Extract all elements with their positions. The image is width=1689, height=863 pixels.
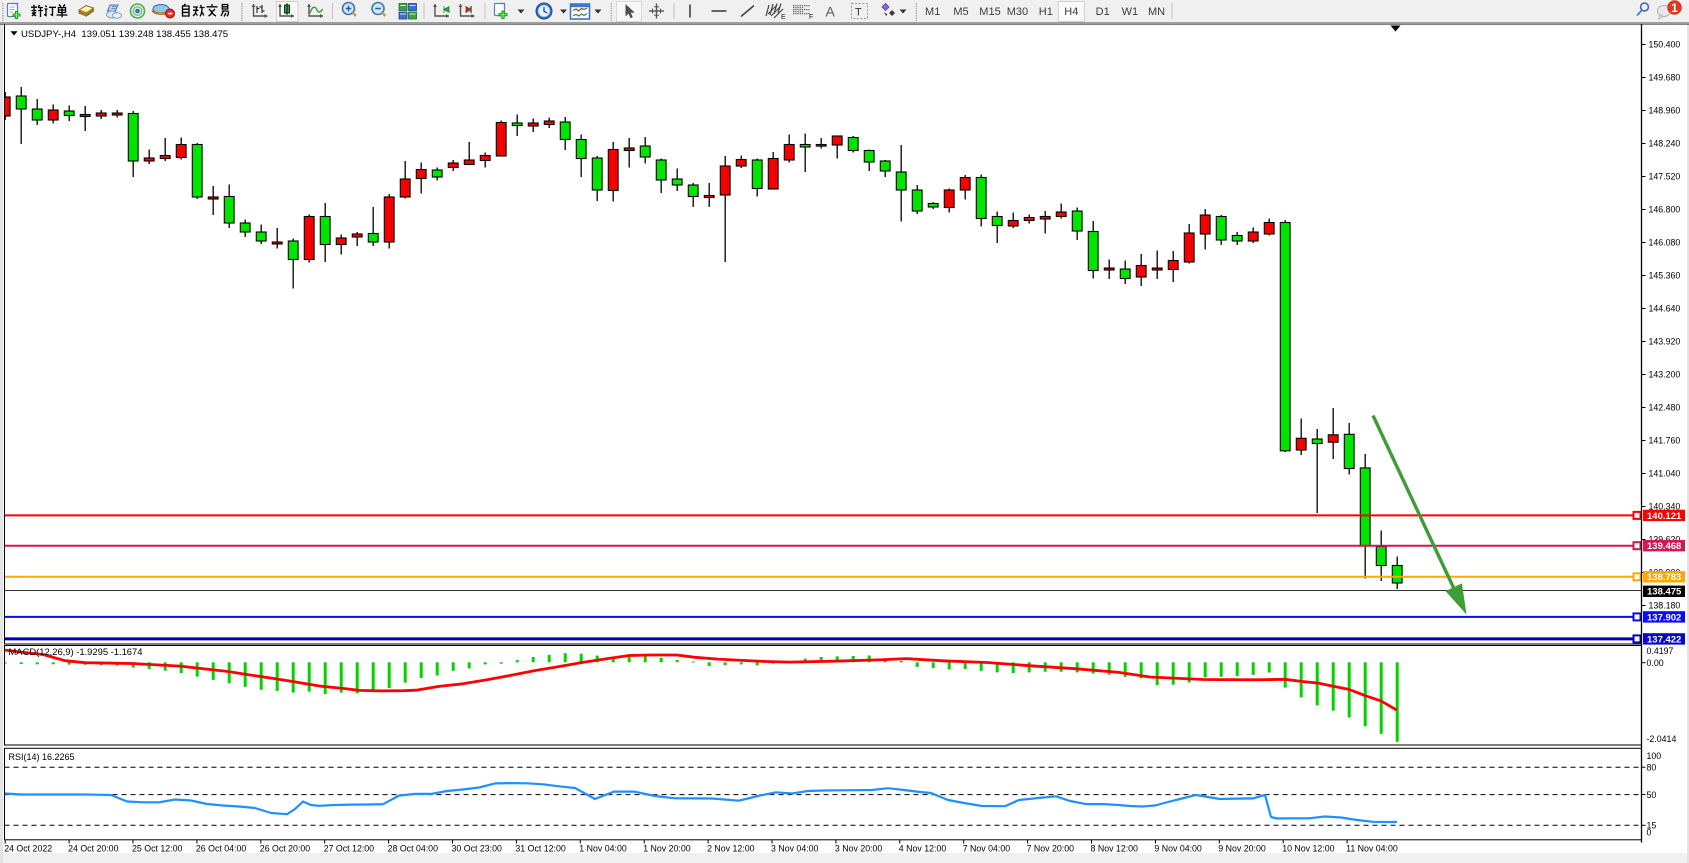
svg-text:E: E: [781, 14, 786, 21]
svg-text:D1: D1: [1096, 6, 1110, 18]
svg-text:A: A: [826, 4, 836, 20]
svg-text:143.200: 143.200: [1649, 370, 1681, 380]
svg-text:30 Oct 23:00: 30 Oct 23:00: [452, 843, 502, 853]
svg-text:28 Oct 04:00: 28 Oct 04:00: [388, 843, 438, 853]
svg-text:24 Oct 20:00: 24 Oct 20:00: [68, 843, 118, 853]
svg-text:144.640: 144.640: [1649, 304, 1681, 314]
svg-text:145.360: 145.360: [1649, 271, 1681, 281]
svg-text:143.920: 143.920: [1649, 337, 1681, 347]
svg-text:142.480: 142.480: [1649, 403, 1681, 413]
svg-text:M1: M1: [925, 6, 940, 18]
svg-text:H1: H1: [1039, 6, 1053, 18]
svg-text:9 Nov 20:00: 9 Nov 20:00: [1218, 843, 1266, 853]
svg-text:-2.0414: -2.0414: [1647, 734, 1677, 744]
svg-text:24 Oct 2022: 24 Oct 2022: [4, 843, 52, 853]
svg-text:MN: MN: [1148, 6, 1165, 18]
svg-text:11 Nov 04:00: 11 Nov 04:00: [1346, 843, 1398, 853]
svg-text:50: 50: [1647, 790, 1657, 800]
svg-text:137.902: 137.902: [1647, 612, 1681, 623]
svg-text:RSI(14) 16.2265: RSI(14) 16.2265: [9, 752, 75, 762]
svg-text:138.180: 138.180: [1649, 601, 1681, 611]
svg-text:0: 0: [1647, 828, 1652, 838]
svg-text:1: 1: [1671, 1, 1678, 15]
svg-text:138.783: 138.783: [1647, 572, 1681, 583]
svg-text:MACD(12,26,9) -1.9295 -1.1674: MACD(12,26,9) -1.9295 -1.1674: [9, 646, 143, 657]
svg-text:3 Nov 04:00: 3 Nov 04:00: [771, 843, 819, 853]
svg-text:146.800: 146.800: [1649, 205, 1681, 215]
svg-text:M15: M15: [979, 6, 1000, 18]
svg-text:T: T: [855, 7, 862, 19]
svg-text:26 Oct 20:00: 26 Oct 20:00: [260, 843, 310, 853]
svg-text:W1: W1: [1122, 6, 1139, 18]
svg-text:4 Nov 12:00: 4 Nov 12:00: [899, 843, 947, 853]
svg-text:F: F: [809, 14, 813, 21]
svg-text:USDJPY-,H4 139.051 139.248 13: USDJPY-,H4 139.051 139.248 138.455 138.4…: [21, 29, 228, 40]
svg-text:146.080: 146.080: [1649, 238, 1681, 248]
svg-text:141.760: 141.760: [1649, 436, 1681, 446]
svg-text:149.680: 149.680: [1649, 73, 1681, 83]
svg-text:148.960: 148.960: [1649, 106, 1681, 116]
svg-text:31 Oct 12:00: 31 Oct 12:00: [515, 843, 565, 853]
svg-text:1 Nov 04:00: 1 Nov 04:00: [579, 843, 627, 853]
svg-text:H4: H4: [1064, 6, 1078, 18]
svg-text:148.240: 148.240: [1649, 139, 1681, 149]
svg-text:2 Nov 12:00: 2 Nov 12:00: [707, 843, 755, 853]
svg-text:15: 15: [1647, 821, 1657, 831]
svg-text:3 Nov 20:00: 3 Nov 20:00: [835, 843, 883, 853]
svg-text:25 Oct 12:00: 25 Oct 12:00: [132, 843, 182, 853]
svg-text:138.475: 138.475: [1647, 587, 1682, 598]
svg-text:M5: M5: [953, 6, 968, 18]
svg-text:141.040: 141.040: [1649, 469, 1681, 479]
svg-text:147.520: 147.520: [1649, 172, 1681, 182]
svg-text:0.00: 0.00: [1647, 658, 1664, 668]
svg-text:1 Nov 20:00: 1 Nov 20:00: [643, 843, 691, 853]
svg-text:26 Oct 04:00: 26 Oct 04:00: [196, 843, 246, 853]
svg-text:M30: M30: [1007, 6, 1028, 18]
svg-text:7 Nov 04:00: 7 Nov 04:00: [963, 843, 1011, 853]
svg-text:139.468: 139.468: [1647, 541, 1681, 552]
svg-text:9 Nov 04:00: 9 Nov 04:00: [1154, 843, 1202, 853]
svg-text:137.422: 137.422: [1647, 634, 1681, 645]
svg-text:8 Nov 12:00: 8 Nov 12:00: [1091, 843, 1139, 853]
svg-text:140.340: 140.340: [1649, 502, 1681, 512]
svg-text:7 Nov 20:00: 7 Nov 20:00: [1027, 843, 1075, 853]
svg-text:27 Oct 12:00: 27 Oct 12:00: [324, 843, 374, 853]
svg-text:0.4197: 0.4197: [1647, 646, 1674, 656]
svg-text:140.121: 140.121: [1647, 511, 1682, 522]
svg-text:80: 80: [1647, 762, 1657, 772]
svg-text:139.620: 139.620: [1649, 535, 1681, 545]
svg-text:100: 100: [1647, 751, 1662, 761]
svg-text:150.400: 150.400: [1649, 40, 1681, 50]
svg-text:10 Nov 12:00: 10 Nov 12:00: [1282, 843, 1334, 853]
